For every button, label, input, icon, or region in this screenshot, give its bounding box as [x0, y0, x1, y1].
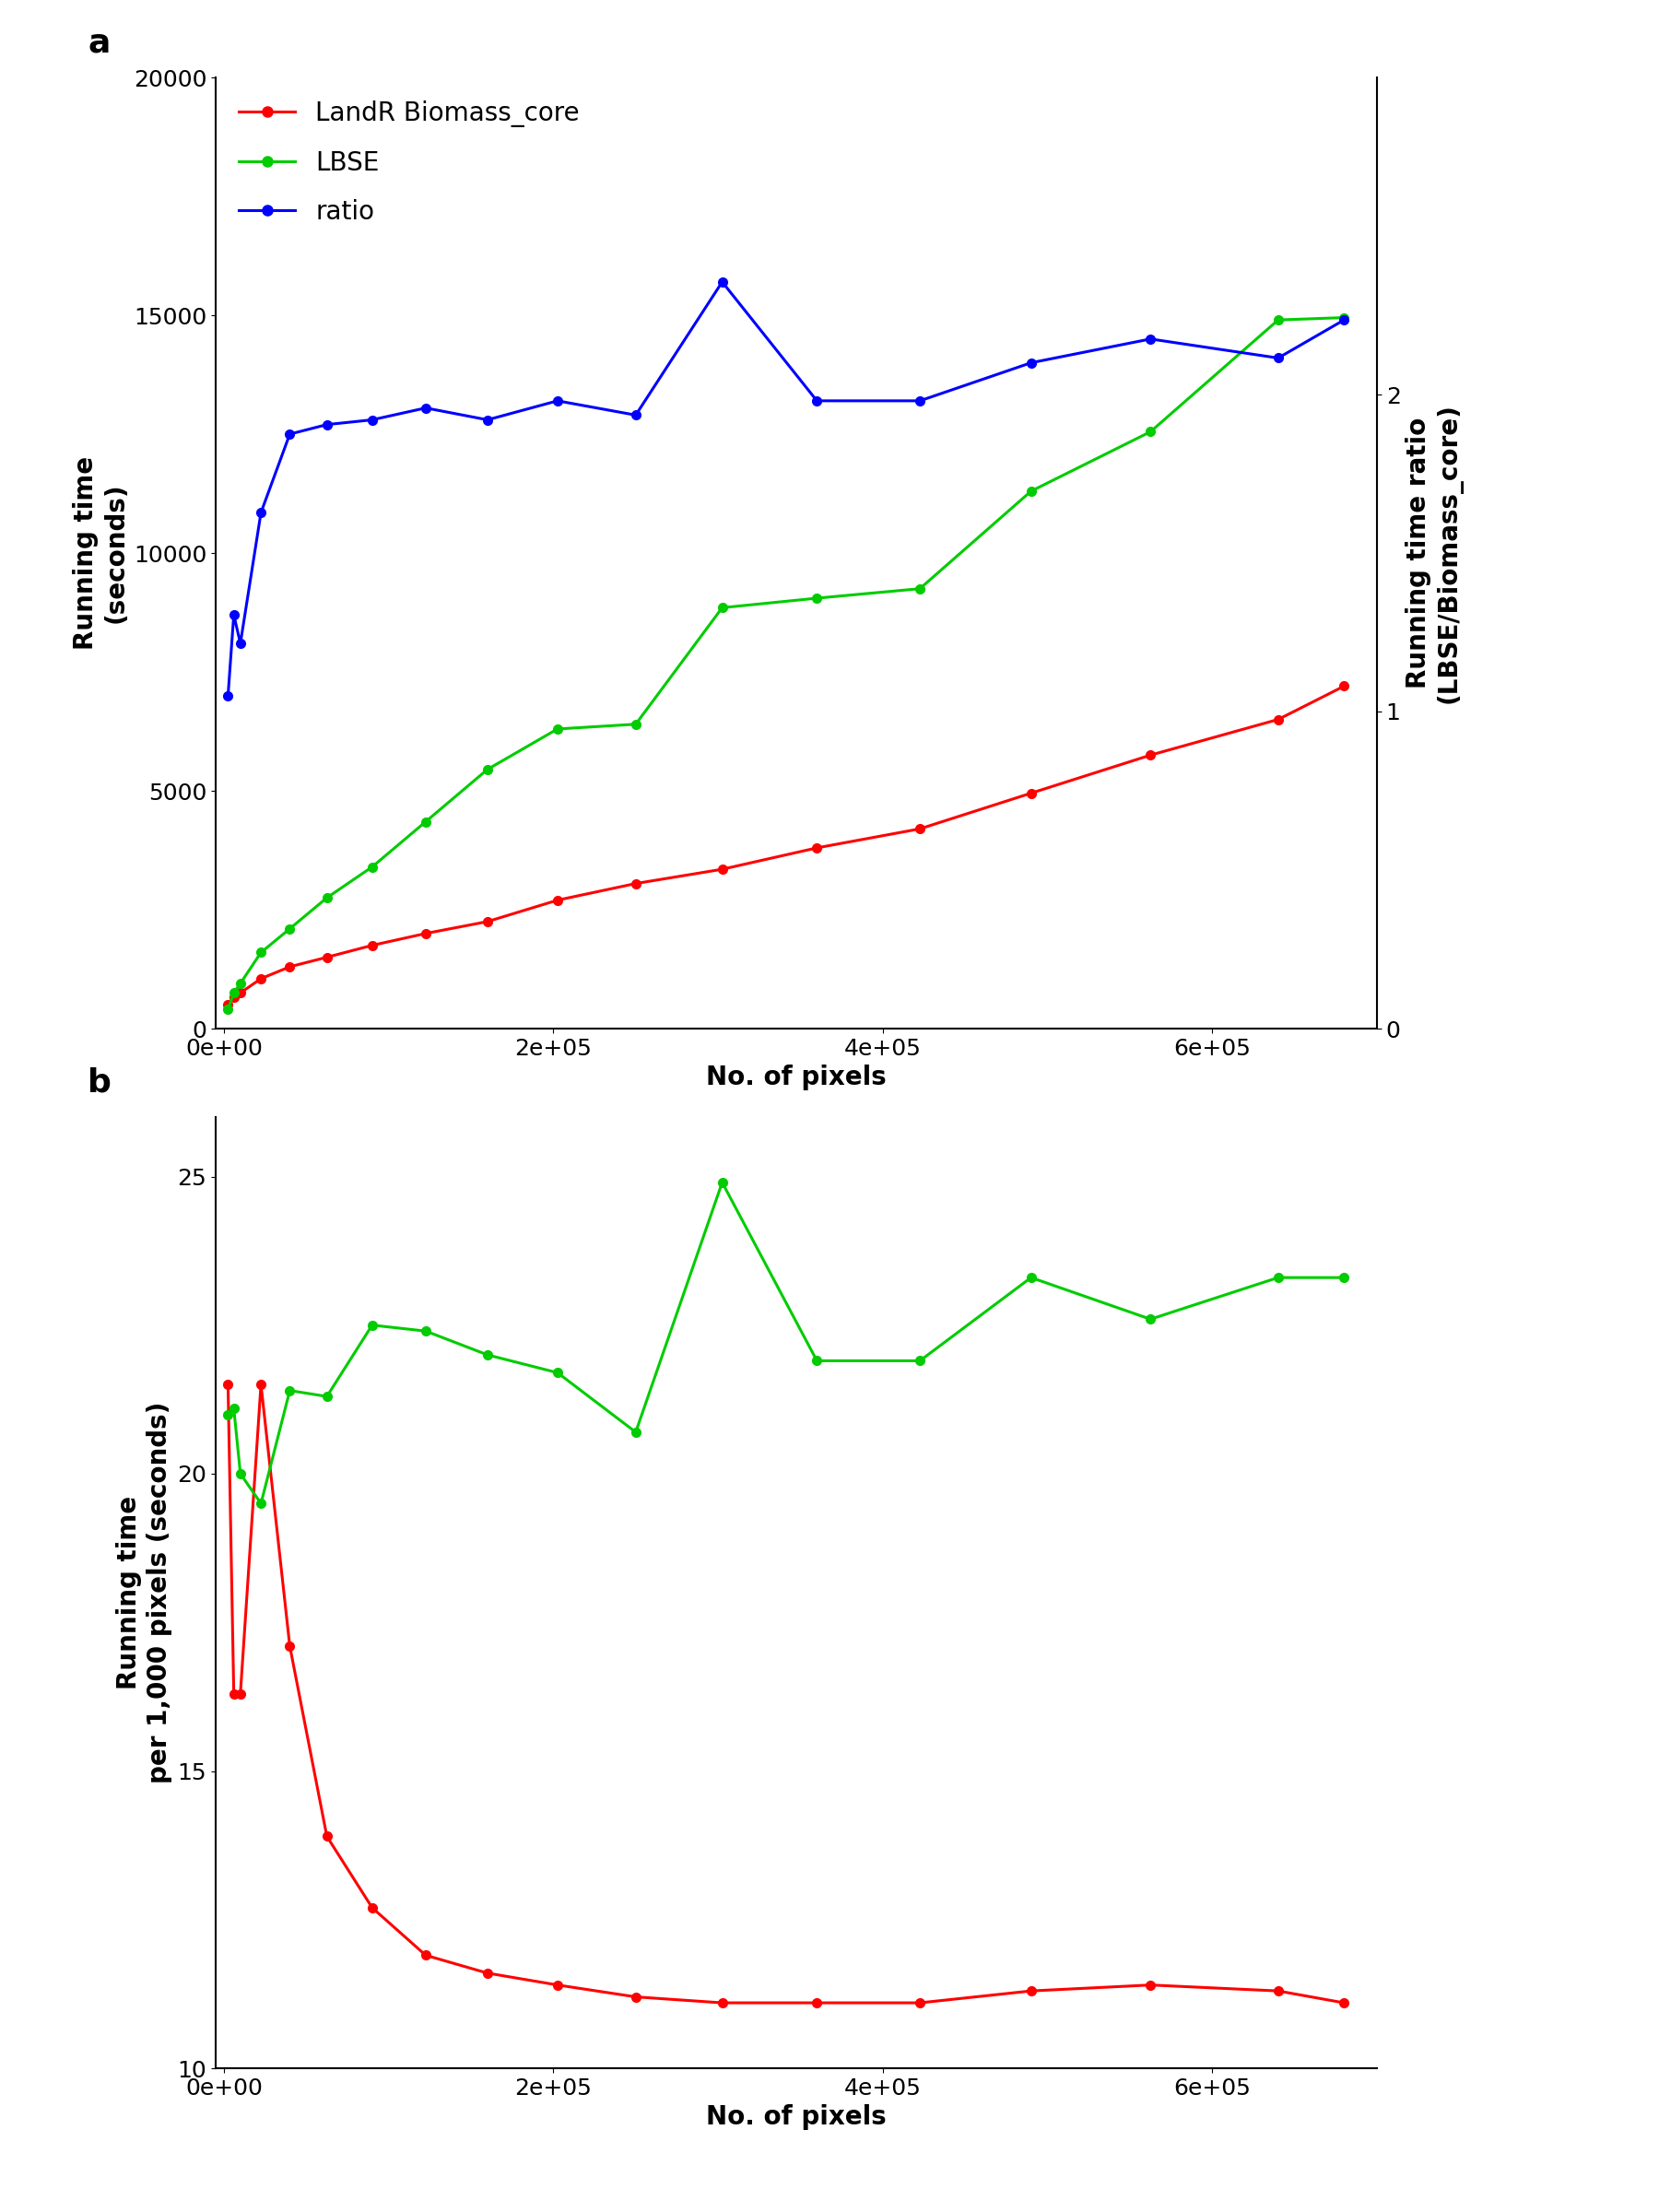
Text: a: a [88, 27, 111, 58]
Y-axis label: Running time
(seconds): Running time (seconds) [73, 456, 128, 650]
X-axis label: No. of pixels: No. of pixels [707, 1064, 886, 1091]
Legend: LandR Biomass_core, LBSE, ratio: LandR Biomass_core, LBSE, ratio [229, 91, 591, 234]
Text: b: b [88, 1066, 111, 1097]
Y-axis label: Running time ratio
(LBSE/Biomass_core): Running time ratio (LBSE/Biomass_core) [1405, 403, 1462, 703]
X-axis label: No. of pixels: No. of pixels [707, 2104, 886, 2130]
Y-axis label: Running time
per 1,000 pixels (seconds): Running time per 1,000 pixels (seconds) [116, 1402, 173, 1783]
